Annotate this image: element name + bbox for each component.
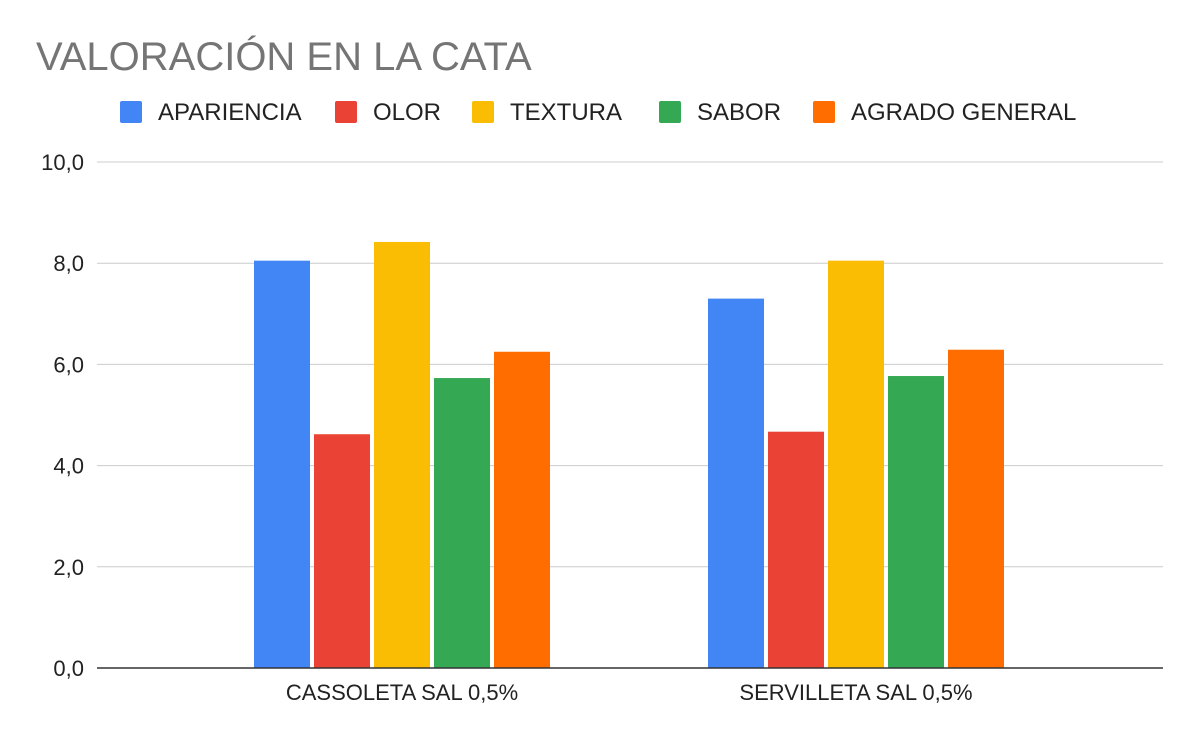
bar-textura	[374, 241, 430, 668]
chart-title: VALORACIÓN EN LA CATA	[36, 34, 532, 79]
bar-textura	[828, 260, 884, 668]
legend-label: OLOR	[373, 99, 441, 126]
y-tick-label: 10,0	[41, 150, 84, 175]
bar-apariencia	[708, 298, 764, 668]
legend: APARIENCIA OLOR TEXTURA SABOR AGRADO GENERAL	[120, 99, 1076, 126]
bar-agrado-general	[948, 349, 1004, 668]
legend-label: APARIENCIA	[158, 99, 302, 126]
legend-swatch	[472, 101, 494, 123]
bar-olor	[768, 431, 824, 668]
bar-agrado-general	[494, 351, 550, 668]
y-tick-label: 8,0	[53, 251, 84, 276]
legend-label: TEXTURA	[510, 99, 622, 126]
y-tick-label: 6,0	[53, 352, 84, 377]
bar-sabor	[888, 376, 944, 668]
bar-apariencia	[254, 260, 310, 668]
legend-label: SABOR	[697, 99, 781, 126]
y-axis: 0,0 2,0 4,0 6,0 8,0 10,0	[41, 150, 84, 681]
legend-swatch	[120, 101, 142, 123]
legend-swatch	[813, 101, 835, 123]
legend-swatch	[659, 101, 681, 123]
legend-label: AGRADO GENERAL	[851, 99, 1076, 126]
legend-swatch	[335, 101, 357, 123]
bars	[254, 241, 1004, 668]
y-tick-label: 4,0	[53, 454, 84, 479]
y-tick-label: 2,0	[53, 555, 84, 580]
y-tick-label: 0,0	[53, 656, 84, 681]
bar-olor	[314, 434, 370, 668]
x-axis: CASSOLETA SAL 0,5% SERVILLETA SAL 0,5%	[97, 667, 1163, 705]
x-category-label: CASSOLETA SAL 0,5%	[286, 680, 518, 705]
bar-sabor	[434, 378, 490, 668]
x-category-label: SERVILLETA SAL 0,5%	[739, 680, 972, 705]
